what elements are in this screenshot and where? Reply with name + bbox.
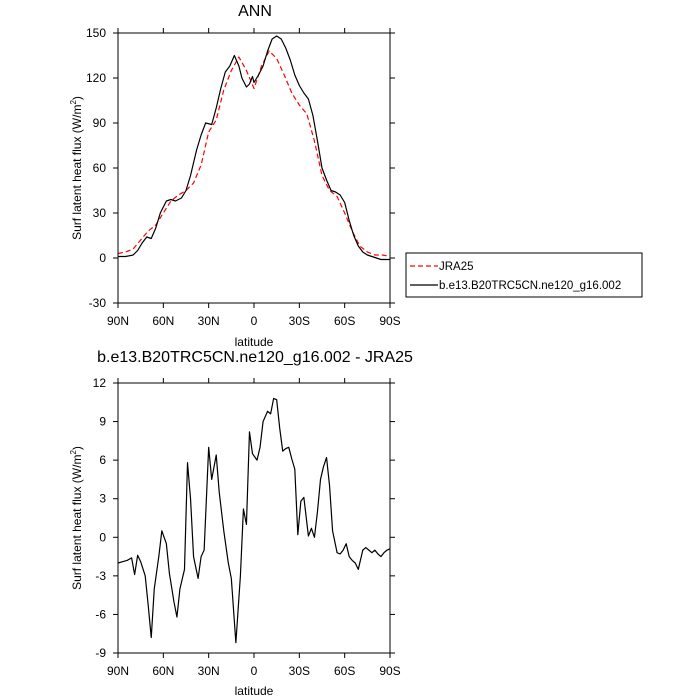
top-x-tick-label: 30S — [289, 314, 310, 328]
top-y-tick-label: 90 — [93, 116, 107, 130]
bottom-x-tick-label: 90S — [379, 664, 400, 678]
top-x-axis-label: latitude — [235, 335, 274, 349]
bottom-y-tick-label: 6 — [99, 453, 106, 467]
top-y-ticks: -30 0 30 60 90 120 150 — [86, 26, 395, 310]
top-y-tick-label: 120 — [86, 71, 106, 85]
bottom-y-tick-label: 0 — [99, 530, 106, 544]
bottom-x-tick-label: 0 — [251, 664, 258, 678]
bottom-panel: b.e13.B20TRC5CN.ne120_g16.002 - JRA25 la… — [69, 349, 413, 698]
bottom-y-tick-label: 9 — [99, 415, 106, 429]
top-x-tick-label: 60S — [334, 314, 355, 328]
top-y-tick-label: 30 — [93, 206, 107, 220]
bottom-y-tick-label: -3 — [95, 569, 106, 583]
bottom-plot-frame — [117, 382, 391, 654]
top-series-line-1 — [118, 35, 390, 261]
bottom-x-tick-label: 90N — [107, 664, 129, 678]
bottom-x-tick-label: 30N — [198, 664, 220, 678]
bottom-x-tick-label: 60S — [334, 664, 355, 678]
bottom-x-tick-label: 60N — [152, 664, 174, 678]
top-plot-frame — [117, 32, 391, 304]
top-panel-title: ANN — [238, 3, 272, 20]
legend-box — [405, 252, 643, 298]
top-x-tick-label: 90N — [107, 314, 129, 328]
bottom-series-line-0 — [117, 397, 391, 644]
top-y-tick-label: 150 — [86, 26, 106, 40]
bottom-x-ticks: 90N 60N 30N 0 30S 60S 90S — [107, 378, 401, 678]
top-x-tick-label: 0 — [251, 314, 258, 328]
legend-label-model: b.e13.B20TRC5CN.ne120_g16.002 — [439, 280, 621, 292]
bottom-panel-title: b.e13.B20TRC5CN.ne120_g16.002 - JRA25 — [97, 349, 413, 366]
top-x-tick-label: 30N — [198, 314, 220, 328]
bottom-y-tick-label: -9 — [95, 646, 106, 660]
bottom-y-tick-label: 3 — [99, 492, 106, 506]
top-y-axis-label: Surf latent heat flux (W/m2) — [69, 96, 84, 240]
bottom-y-ticks: -9 -6 -3 0 3 6 9 12 — [93, 376, 395, 660]
top-panel: ANN latitude Surf latent heat flux (W/m2… — [69, 3, 401, 349]
top-y-tick-label: 0 — [99, 251, 106, 265]
top-y-tick-label: -30 — [89, 296, 107, 310]
top-plot-area — [117, 35, 391, 261]
top-x-ticks: 90N 60N 30N 0 30S 60S 90S — [107, 28, 401, 328]
top-x-tick-label: 90S — [379, 314, 400, 328]
top-series-line-0 — [117, 50, 391, 258]
bottom-x-axis-label: latitude — [235, 684, 274, 698]
legend-label-jra25: JRA25 — [439, 261, 474, 273]
bottom-plot-area — [117, 397, 391, 644]
top-y-tick-label: 60 — [93, 161, 107, 175]
bottom-y-axis-label: Surf latent heat flux (W/m2) — [69, 446, 84, 590]
legend: JRA25 b.e13.B20TRC5CN.ne120_g16.002 — [405, 252, 643, 298]
bottom-y-tick-label: 12 — [93, 376, 107, 390]
bottom-y-tick-label: -6 — [95, 607, 106, 621]
top-x-tick-label: 60N — [152, 314, 174, 328]
bottom-x-tick-label: 30S — [289, 664, 310, 678]
